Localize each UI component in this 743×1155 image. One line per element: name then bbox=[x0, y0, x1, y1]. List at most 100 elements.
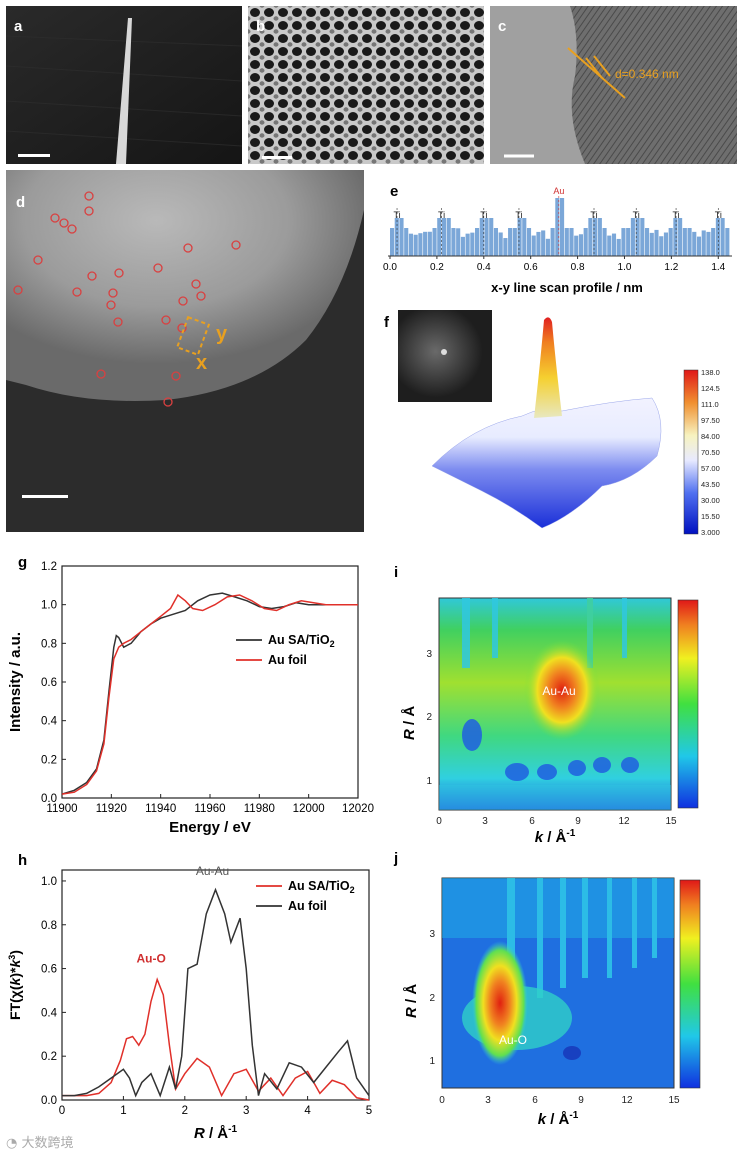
tick-label: 1.0 bbox=[618, 262, 632, 273]
au-atom-marker bbox=[114, 268, 124, 278]
xtick: 0 bbox=[439, 1095, 445, 1106]
profile-bar bbox=[555, 198, 560, 256]
profile-bar bbox=[711, 228, 716, 256]
panel-g-label: g bbox=[18, 554, 28, 571]
panel-b-drawing bbox=[248, 6, 484, 164]
panel-c-tem-image: d=0.346 nm c bbox=[490, 6, 737, 164]
au-atom-marker bbox=[84, 206, 94, 216]
profile-bar bbox=[545, 238, 550, 256]
profile-bar bbox=[404, 228, 409, 256]
colorbar-tick: 57.00 bbox=[701, 464, 720, 473]
y-tick-label: 0.0 bbox=[41, 793, 57, 805]
xtick: 15 bbox=[668, 1095, 680, 1106]
y-tick-label: 1.0 bbox=[41, 600, 57, 612]
panel-g-chart: 11900 11920 11940 11960 11980 12000 12020 0.0 0.… bbox=[7, 561, 374, 836]
tick-label: 0.4 bbox=[477, 262, 491, 273]
profile-bar bbox=[460, 236, 465, 256]
panel-e-label: e bbox=[390, 183, 399, 200]
au-atom-marker bbox=[153, 263, 163, 273]
panel-f-3d-map: f 138.0 124.5 111.0 97.50 84.00 70. bbox=[372, 306, 737, 537]
x-tick-label: 1 bbox=[120, 1105, 126, 1117]
profile-bar bbox=[413, 234, 418, 256]
au-atom-marker bbox=[96, 369, 106, 379]
profile-bar bbox=[616, 238, 621, 256]
series-line bbox=[62, 977, 370, 1101]
profile-bar bbox=[696, 236, 702, 256]
au-atom-marker bbox=[171, 371, 181, 381]
y-axis-label: R / Å bbox=[401, 706, 418, 740]
profile-bar bbox=[593, 218, 598, 256]
panel-f-drawing: 138.0 124.5 111.0 97.50 84.00 70.50 57.00 43.50… bbox=[398, 310, 720, 537]
colorbar-tick: 138.0 bbox=[701, 368, 720, 377]
peak-label: Ti bbox=[393, 210, 400, 220]
profile-bar bbox=[517, 218, 522, 256]
peak-label: Ti bbox=[590, 210, 597, 220]
y-tick-label: 1.0 bbox=[41, 876, 57, 888]
plot-frame bbox=[61, 565, 359, 799]
panel-i-label: i bbox=[394, 564, 399, 581]
y-tick-label: 0.6 bbox=[41, 677, 57, 689]
panel-d-label: d bbox=[16, 194, 26, 211]
profile-bar bbox=[399, 218, 404, 256]
panel-d-drawing: y x bbox=[6, 170, 364, 532]
panel-j-label: j bbox=[394, 850, 399, 867]
profile-bar bbox=[663, 232, 669, 256]
au-atom-marker bbox=[196, 291, 206, 301]
colorbar-tick: 3.000 bbox=[701, 528, 720, 536]
profile-bar bbox=[541, 230, 546, 256]
au-atom-marker bbox=[161, 315, 171, 325]
profile-bar bbox=[531, 235, 536, 256]
panel-d-haadf-image: y x d bbox=[6, 170, 364, 532]
colorbar-tick: 111.0 bbox=[701, 400, 719, 409]
colorbar-tick: 84.00 bbox=[701, 432, 720, 441]
profile-bar bbox=[536, 231, 541, 256]
profile-bar bbox=[564, 228, 569, 256]
profile-bar bbox=[630, 218, 635, 256]
profile-bar bbox=[508, 228, 513, 256]
au-atom-marker bbox=[33, 255, 43, 265]
panel-e-line-scan: e Ti Ti Ti Ti Au Ti Ti Ti Ti 0.0 0.2 0.4 0.6 0.8 1.0 1… bbox=[372, 178, 737, 303]
profile-bar bbox=[706, 231, 711, 256]
profile-bar bbox=[522, 218, 527, 256]
x-tick-label: 3 bbox=[243, 1105, 249, 1117]
x-tick-label: 4 bbox=[304, 1105, 311, 1117]
y-axis-label: FT(χ(k)*k3) bbox=[7, 950, 23, 1020]
series-line bbox=[61, 593, 358, 795]
profile-bar bbox=[479, 218, 484, 256]
profile-bar bbox=[569, 228, 574, 256]
profile-bar bbox=[390, 228, 395, 256]
profile-bar bbox=[550, 228, 555, 256]
panel-a-drawing bbox=[6, 6, 242, 164]
panel-c-label: c bbox=[498, 18, 507, 35]
panel-i-chart: Au-Au 1 2 3 0 3 6 9 12 15 R / Å k / Å-1 bbox=[401, 597, 699, 846]
profile-bar bbox=[427, 231, 432, 256]
peak-label: Ti bbox=[715, 210, 722, 220]
tick-label: 1.2 bbox=[664, 262, 678, 273]
scale-bar bbox=[18, 154, 50, 157]
xtick: 0 bbox=[436, 816, 442, 827]
au-atom-marker bbox=[84, 191, 94, 201]
x-axis-label: k / Å-1 bbox=[538, 1110, 579, 1128]
panel-i-wavelet: i bbox=[382, 560, 737, 846]
d-spacing-label: d=0.346 nm bbox=[615, 67, 679, 81]
au-atom-marker bbox=[106, 300, 116, 310]
profile-bar bbox=[597, 218, 602, 256]
au-atom-marker bbox=[108, 288, 118, 298]
colorbar-tick: 43.50 bbox=[701, 480, 720, 489]
series-line bbox=[62, 887, 370, 1098]
au-atom-marker bbox=[72, 287, 82, 297]
legend-label: Au foil bbox=[268, 653, 307, 667]
legend-label: Au SA/TiO2 bbox=[268, 633, 335, 649]
au-atom-marker bbox=[163, 397, 173, 407]
peak-label: Ti bbox=[438, 210, 445, 220]
scale-bar bbox=[22, 495, 68, 498]
profile-bar bbox=[470, 232, 475, 256]
profile-bar bbox=[687, 228, 692, 256]
profile-bar bbox=[493, 228, 499, 256]
tick-label: 0.0 bbox=[383, 262, 397, 273]
profile-bar bbox=[423, 231, 428, 256]
panel-e-chart: Ti Ti Ti Ti Au Ti Ti Ti Ti 0.0 0.2 0.4 0.6 0.8 1.0 1.2… bbox=[383, 186, 732, 295]
profile-bar bbox=[578, 234, 584, 256]
y-axis-label: R / Å bbox=[403, 984, 420, 1018]
peak-label: Ti bbox=[515, 210, 522, 220]
